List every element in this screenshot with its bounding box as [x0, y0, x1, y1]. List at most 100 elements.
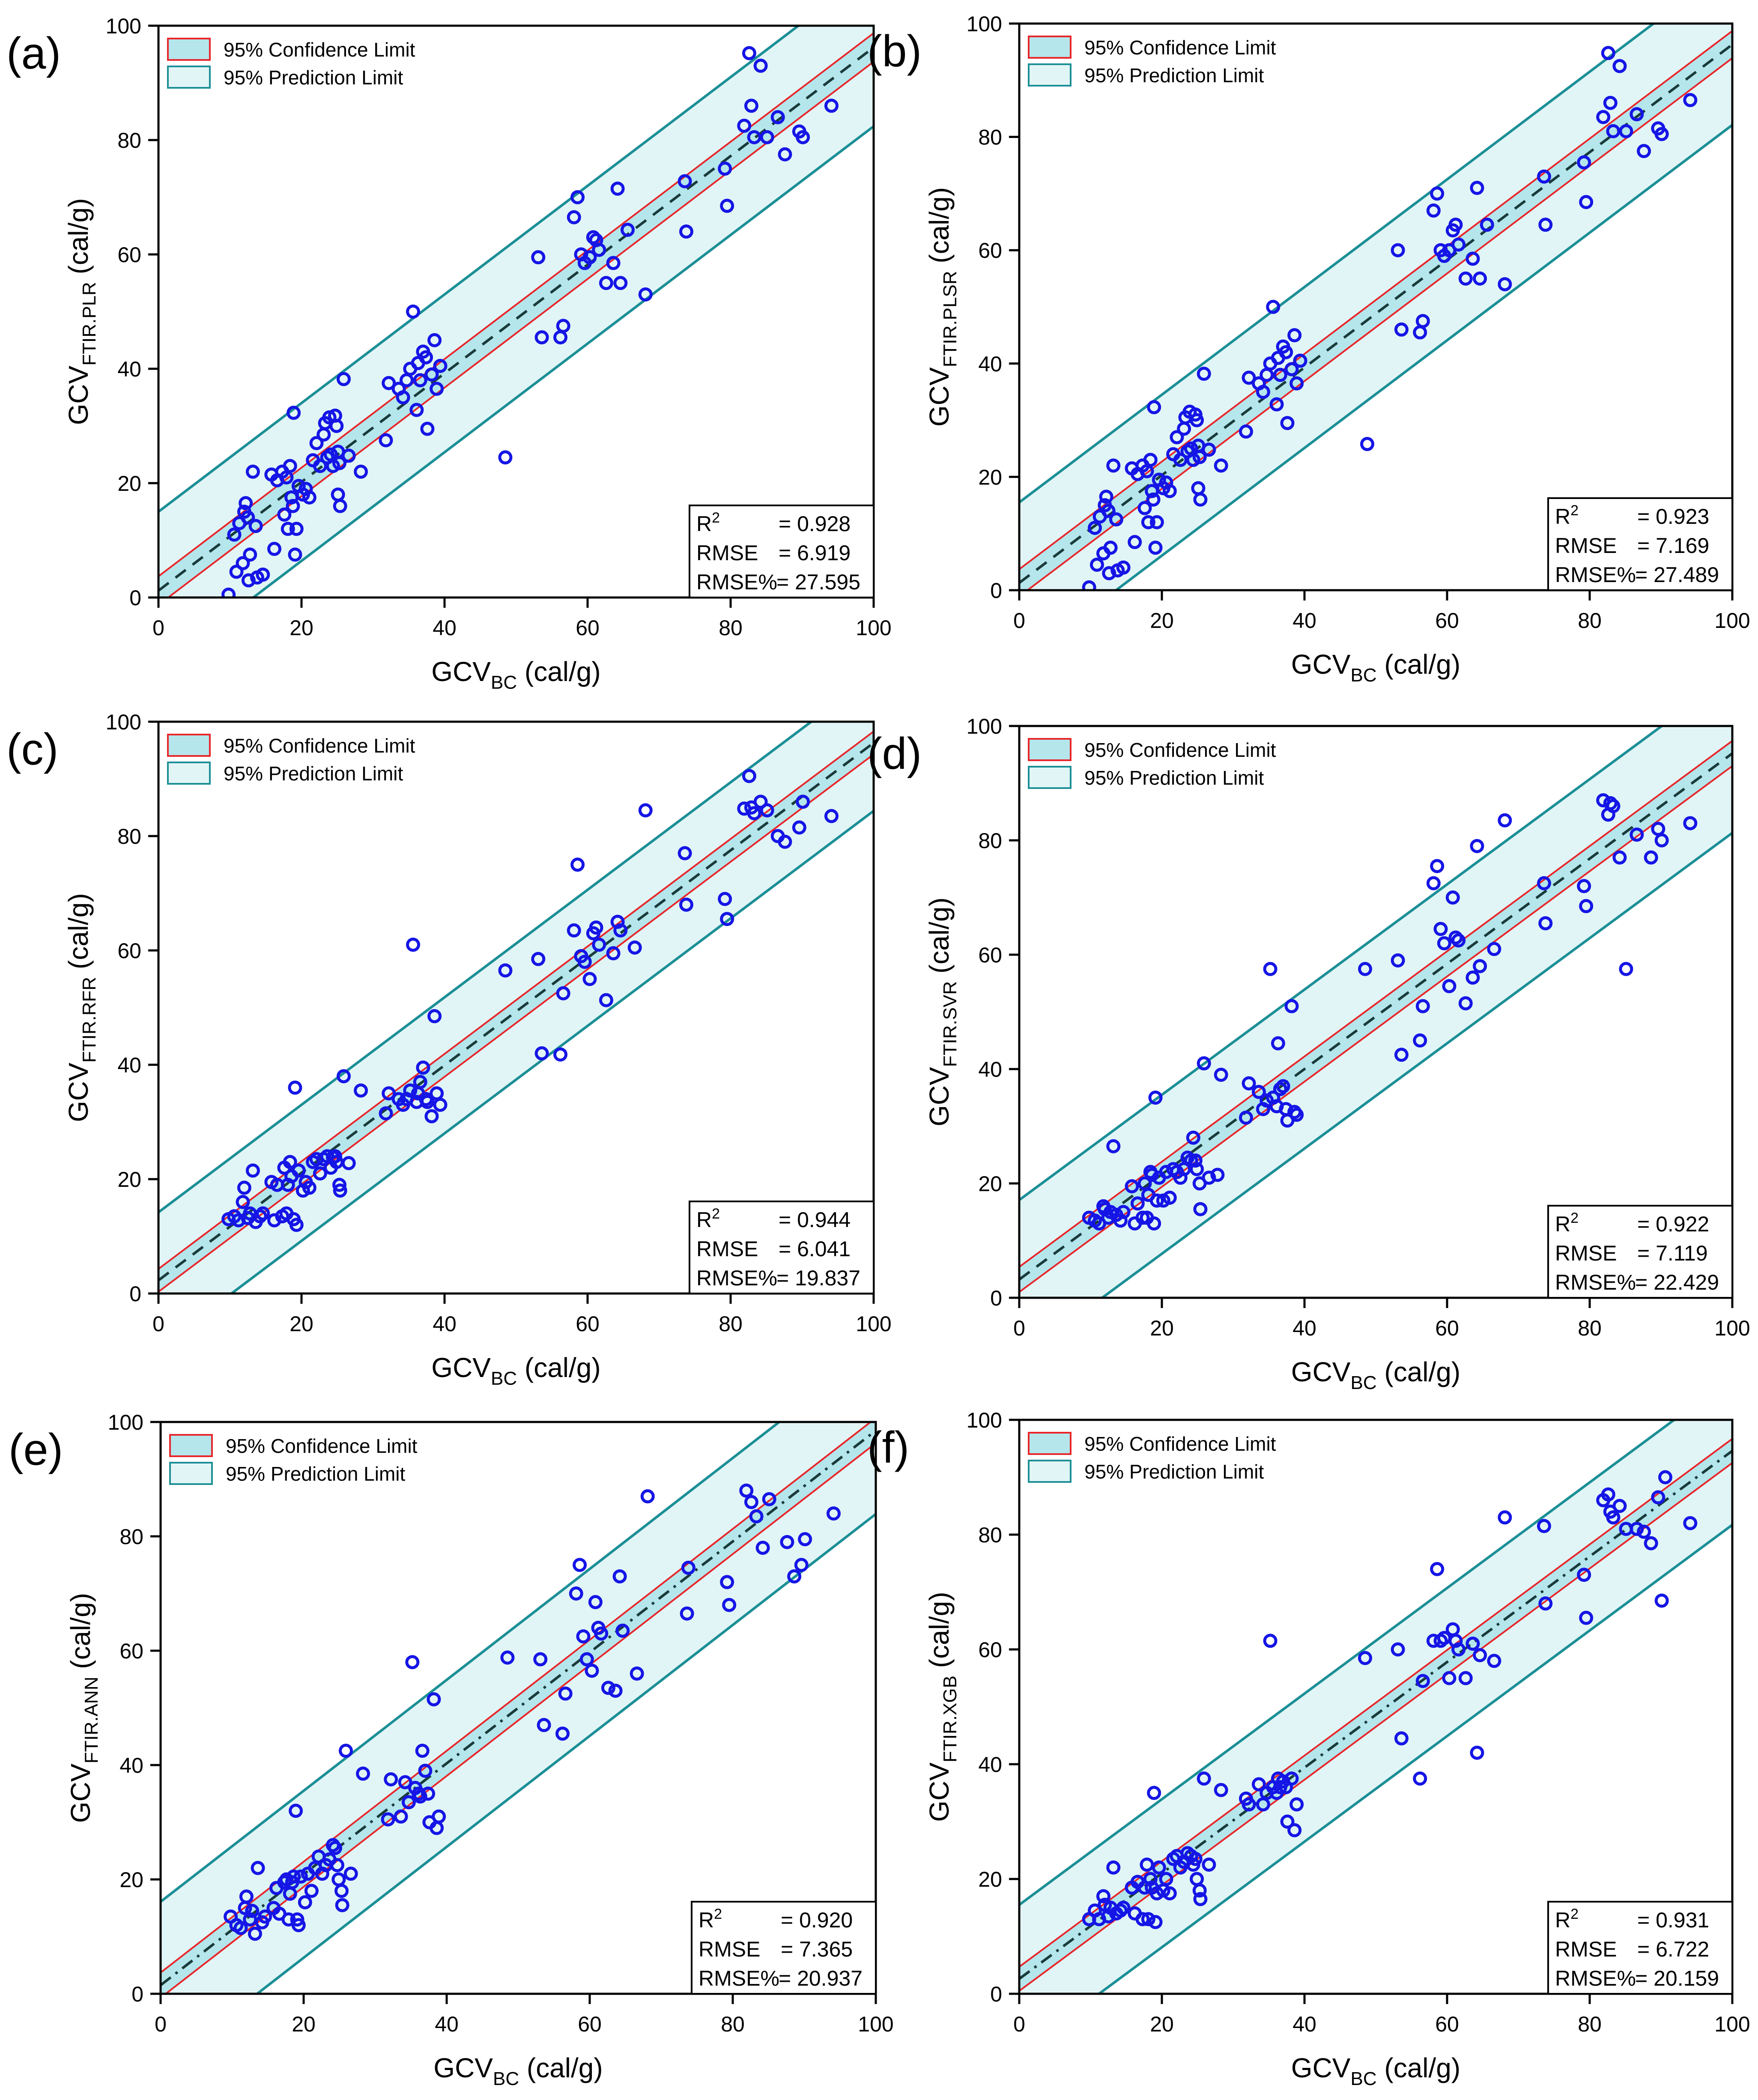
stats-r2-value: = 0.931 — [1637, 1908, 1709, 1932]
data-point — [1148, 541, 1163, 555]
data-point — [267, 542, 282, 556]
data-point — [1143, 1872, 1158, 1886]
data-point — [293, 1869, 308, 1884]
data-point — [1394, 1048, 1409, 1062]
x-tick-label: 80 — [721, 2012, 745, 2036]
stats-box — [1547, 497, 1733, 591]
legend-swatch-prediction — [1028, 63, 1072, 87]
data-point — [330, 1858, 344, 1873]
data-point — [749, 1509, 764, 1523]
stats-box — [1547, 1205, 1733, 1299]
stats-rmse-label: RMSE — [1555, 534, 1617, 558]
data-point — [533, 1652, 548, 1667]
data-point — [382, 1086, 396, 1101]
data-point — [718, 892, 732, 906]
x-tick-label: 100 — [856, 1312, 891, 1336]
data-point — [722, 1598, 737, 1612]
data-point — [1683, 93, 1698, 108]
data-point — [1284, 1771, 1299, 1786]
data-point — [427, 1692, 441, 1706]
data-point — [1197, 367, 1211, 381]
data-point — [1413, 1033, 1427, 1048]
data-point — [638, 803, 653, 818]
data-point — [1473, 271, 1487, 286]
y-tick-label: 40 — [978, 1753, 1002, 1777]
data-point — [780, 1535, 794, 1549]
plot-area — [161, 1422, 876, 1994]
y-tick-label: 40 — [978, 352, 1002, 376]
y-axis-label: GCVFTIR.ANN (cal/g) — [65, 1593, 102, 1823]
data-point — [424, 1109, 439, 1123]
stats-rmse-pct-value: = 27.595 — [776, 570, 860, 594]
data-point — [329, 419, 344, 433]
data-point — [1358, 962, 1373, 976]
y-tick-label: 40 — [117, 1053, 141, 1077]
y-tick-label: 100 — [967, 1408, 1002, 1432]
data-point — [356, 1766, 370, 1781]
data-point — [1263, 1634, 1277, 1648]
panel-f: 0 20 40 60 80 100 0 20 40 60 80 100 GCVBC (cal/g) GCV… — [867, 1408, 1750, 2089]
data-point — [1458, 996, 1473, 1010]
data-point — [1445, 890, 1460, 905]
data-point — [1284, 362, 1299, 376]
data-point — [1612, 59, 1627, 73]
stats-rmse-pct-label: RMSE% — [1555, 1270, 1636, 1294]
data-point — [1140, 1858, 1154, 1872]
data-point — [1103, 541, 1118, 555]
data-point — [585, 1664, 599, 1678]
data-point — [1192, 450, 1207, 464]
confidence-limit-lower — [1019, 765, 1732, 1293]
x-axis-label: GCVBC (cal/g) — [1291, 2052, 1460, 2089]
data-point — [309, 436, 324, 451]
data-point — [236, 556, 250, 571]
data-point — [824, 809, 839, 823]
data-point — [498, 450, 513, 465]
data-point — [283, 459, 297, 473]
confidence-limit-upper — [158, 32, 874, 577]
data-point — [419, 350, 433, 364]
data-point — [1141, 515, 1155, 529]
data-point — [627, 940, 642, 955]
data-point — [1465, 970, 1480, 985]
data-point — [1596, 793, 1611, 808]
data-point — [1188, 1153, 1203, 1168]
x-tick-label: 60 — [1435, 1316, 1459, 1340]
data-point — [413, 1075, 427, 1089]
y-tick-label: 100 — [106, 710, 141, 734]
data-point — [1148, 1090, 1163, 1105]
data-point — [1162, 484, 1177, 498]
data-point — [1579, 1610, 1594, 1625]
data-point — [291, 1918, 306, 1933]
data-point — [1162, 1886, 1177, 1900]
x-tick-label: 40 — [435, 2012, 459, 2036]
data-point — [1538, 218, 1553, 232]
data-point — [1145, 1168, 1159, 1182]
stats-rmse-pct-label: RMSE% — [1555, 1966, 1636, 1990]
data-point — [396, 390, 410, 405]
panel-label: (c) — [6, 725, 58, 774]
data-point — [606, 946, 621, 961]
data-point — [1170, 430, 1184, 445]
data-point — [1637, 144, 1651, 158]
data-point — [1577, 879, 1591, 893]
data-point — [1287, 328, 1302, 343]
data-point — [589, 920, 603, 935]
data-point — [796, 130, 810, 144]
data-point — [1271, 1036, 1285, 1051]
legend-swatch-confidence — [169, 1434, 213, 1457]
data-point — [1186, 1130, 1200, 1145]
data-point — [640, 1489, 655, 1504]
data-point — [747, 130, 761, 144]
data-point — [1603, 796, 1618, 810]
data-point — [615, 1623, 630, 1638]
x-tick-label: 40 — [433, 616, 457, 640]
data-point — [1101, 504, 1116, 518]
data-point — [337, 1069, 351, 1084]
data-point — [1190, 1162, 1204, 1177]
prediction-limit-lower — [255, 1513, 876, 1994]
prediction-limit-upper — [158, 26, 801, 513]
data-point — [1537, 1519, 1551, 1533]
prediction-limit-lower — [1114, 124, 1732, 590]
data-point — [1630, 1522, 1644, 1536]
legend-swatch-confidence — [1028, 738, 1072, 761]
